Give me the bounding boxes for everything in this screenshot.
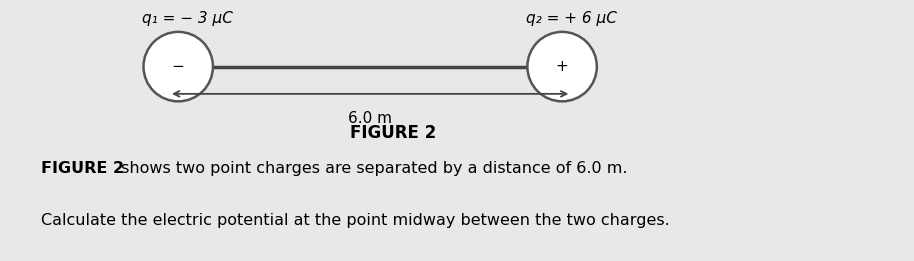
Text: q₁ = − 3 μC: q₁ = − 3 μC — [142, 11, 232, 26]
Text: shows two point charges are separated by a distance of 6.0 m.: shows two point charges are separated by… — [116, 162, 628, 176]
Ellipse shape — [527, 32, 597, 101]
Ellipse shape — [143, 32, 213, 101]
Text: −: − — [172, 59, 185, 74]
Text: FIGURE 2: FIGURE 2 — [41, 162, 124, 176]
Text: +: + — [556, 59, 569, 74]
Text: FIGURE 2: FIGURE 2 — [350, 124, 436, 142]
Text: 6.0 m: 6.0 m — [348, 111, 392, 126]
Text: Calculate the electric potential at the point midway between the two charges.: Calculate the electric potential at the … — [41, 213, 670, 228]
Text: q₂ = + 6 μC: q₂ = + 6 μC — [526, 11, 616, 26]
